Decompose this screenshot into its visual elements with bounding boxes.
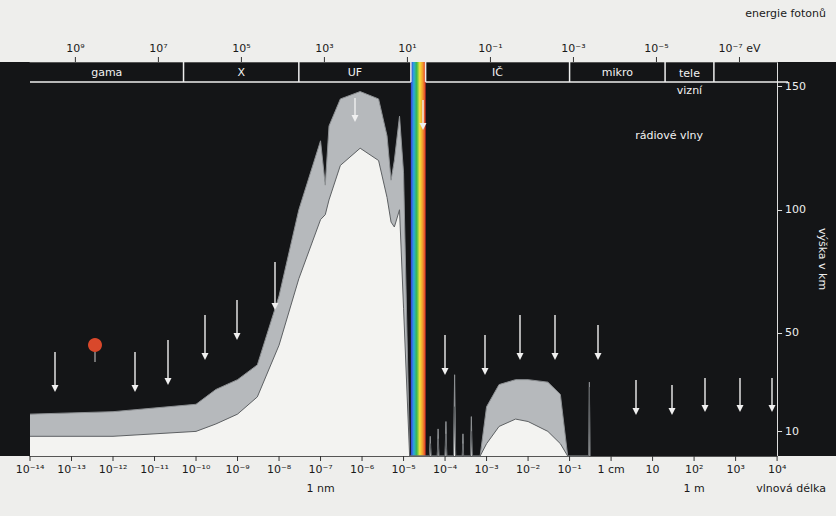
- svg-text:10⁻³: 10⁻³: [474, 463, 498, 476]
- svg-text:IČ: IČ: [492, 66, 503, 79]
- svg-text:50: 50: [785, 326, 799, 339]
- svg-text:10: 10: [785, 425, 799, 438]
- svg-text:gama: gama: [91, 66, 122, 79]
- svg-text:10³: 10³: [726, 463, 744, 476]
- svg-text:vizní: vizní: [677, 84, 703, 97]
- svg-text:10⁻⁶: 10⁻⁶: [350, 463, 375, 476]
- svg-text:10: 10: [646, 463, 660, 476]
- svg-text:energie fotonů: energie fotonů: [745, 7, 826, 20]
- svg-text:10⁻¹³: 10⁻¹³: [57, 463, 86, 476]
- svg-text:výška v km: výška v km: [816, 228, 829, 290]
- svg-text:10⁻¹¹: 10⁻¹¹: [140, 463, 169, 476]
- svg-text:1 cm: 1 cm: [597, 463, 624, 476]
- svg-text:10⁻⁵: 10⁻⁵: [391, 463, 415, 476]
- svg-text:10⁷: 10⁷: [149, 42, 167, 55]
- svg-text:vlnová délka: vlnová délka: [756, 482, 826, 495]
- svg-text:10⁻⁹: 10⁻⁹: [225, 463, 249, 476]
- svg-text:rádiové vlny: rádiové vlny: [635, 129, 703, 142]
- svg-text:10⁻⁴: 10⁻⁴: [433, 463, 458, 476]
- svg-text:1 nm: 1 nm: [306, 482, 334, 495]
- svg-text:100: 100: [785, 203, 806, 216]
- svg-text:10⁻¹: 10⁻¹: [478, 42, 502, 55]
- svg-text:10⁹: 10⁹: [66, 42, 84, 55]
- svg-text:10¹: 10¹: [398, 42, 416, 55]
- svg-text:10⁻²: 10⁻²: [516, 463, 540, 476]
- svg-text:150: 150: [785, 80, 806, 93]
- svg-text:10⁻⁷ eV: 10⁻⁷ eV: [718, 42, 760, 55]
- svg-text:10⁴: 10⁴: [768, 463, 787, 476]
- svg-text:X: X: [237, 66, 245, 79]
- svg-text:10⁻¹⁰: 10⁻¹⁰: [182, 463, 211, 476]
- svg-text:10⁻¹²: 10⁻¹²: [99, 463, 128, 476]
- svg-text:10⁵: 10⁵: [232, 42, 250, 55]
- svg-text:10⁻³: 10⁻³: [561, 42, 585, 55]
- svg-text:10⁻⁵: 10⁻⁵: [644, 42, 668, 55]
- svg-text:tele: tele: [679, 67, 700, 80]
- svg-text:1 m: 1 m: [683, 482, 704, 495]
- svg-text:10⁻⁷: 10⁻⁷: [308, 463, 332, 476]
- svg-text:10⁻¹: 10⁻¹: [557, 463, 581, 476]
- svg-text:10³: 10³: [315, 42, 333, 55]
- svg-text:10⁻¹⁴: 10⁻¹⁴: [16, 463, 45, 476]
- svg-text:10²: 10²: [685, 463, 703, 476]
- svg-text:UF: UF: [348, 66, 362, 79]
- svg-text:10⁻⁸: 10⁻⁸: [267, 463, 292, 476]
- svg-text:mikro: mikro: [602, 66, 633, 79]
